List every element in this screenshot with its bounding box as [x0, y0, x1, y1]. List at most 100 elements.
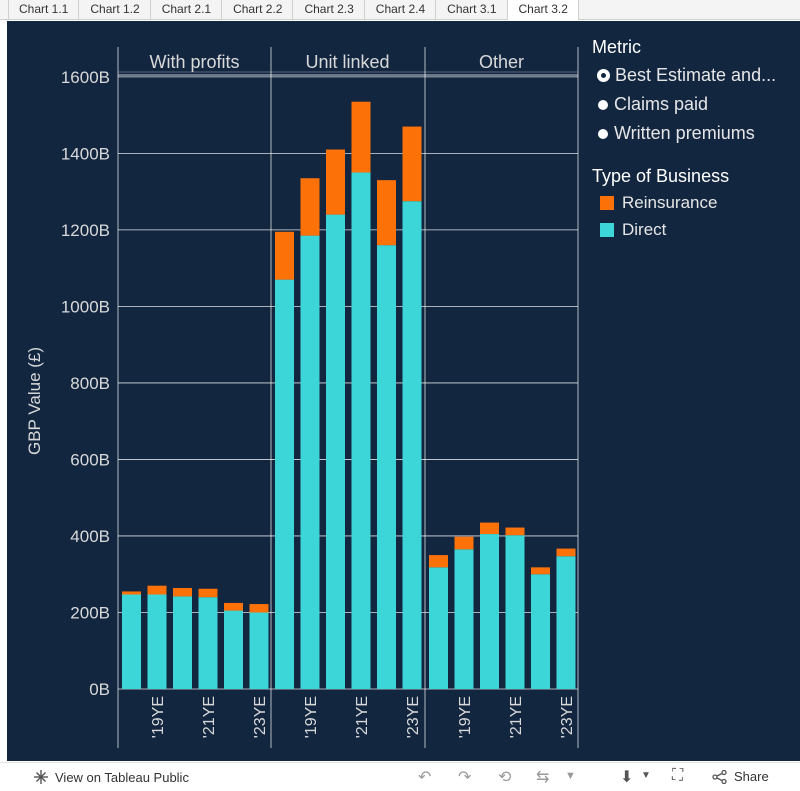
bar-direct[interactable]	[326, 214, 345, 690]
redo-icon[interactable]: ↷	[458, 769, 472, 786]
x-tick-label: '23YE	[405, 696, 422, 738]
metric-option-written-premiums[interactable]: Written premiums	[592, 119, 776, 148]
bar-reinsurance[interactable]	[429, 555, 448, 568]
y-tick-label: 200B	[70, 603, 110, 622]
share-button[interactable]: Share	[712, 769, 769, 784]
tab-chart-1-2[interactable]: Chart 1.2	[79, 0, 151, 19]
panel-header: Unit linked	[305, 52, 389, 72]
metric-option-label: Best Estimate and...	[615, 65, 777, 85]
bar-reinsurance[interactable]	[377, 180, 396, 246]
view-on-tableau-link[interactable]: View on Tableau Public	[33, 769, 189, 785]
legend-item-reinsurance[interactable]: Reinsurance	[592, 189, 729, 216]
y-tick-label: 800B	[70, 374, 110, 393]
metric-option-claims-paid[interactable]: Claims paid	[592, 90, 776, 119]
radio-selected-icon[interactable]	[598, 70, 609, 81]
bar-direct[interactable]	[429, 567, 448, 689]
x-tick-label: '21YE	[508, 696, 525, 738]
type-legend-title: Type of Business	[592, 166, 730, 186]
radio-icon[interactable]	[598, 128, 608, 139]
bar-reinsurance[interactable]	[351, 101, 371, 173]
chevron-down-icon[interactable]: ▼	[641, 770, 651, 781]
view-on-tableau-label: View on Tableau Public	[55, 769, 189, 785]
share-label: Share	[734, 769, 769, 784]
x-tick-label: '21YE	[201, 696, 218, 738]
y-tick-label: 1000B	[61, 297, 110, 316]
reinsurance-swatch	[600, 195, 614, 210]
metric-option-label: Claims paid	[614, 94, 709, 114]
bar-reinsurance[interactable]	[556, 548, 576, 557]
undo-icon[interactable]: ↶	[418, 769, 432, 786]
metric-option-label: Written premiums	[614, 123, 755, 143]
tab-chart-2-1[interactable]: Chart 2.1	[151, 0, 223, 19]
fullscreen-icon[interactable]: ⛶	[672, 767, 684, 784]
bar-reinsurance[interactable]	[326, 149, 345, 215]
bar-reinsurance[interactable]	[480, 522, 499, 535]
bar-direct[interactable]	[377, 245, 396, 689]
tab-chart-1-1[interactable]: Chart 1.1	[8, 0, 80, 19]
footer-toolbar: View on Tableau Public ↶ ↷ ⟲ ⇆ ▼ ⬇ ▼ ⛶ S…	[0, 762, 800, 791]
metric-legend-title: Metric	[592, 37, 641, 57]
y-tick-label: 1600B	[61, 68, 110, 87]
tab-chart-2-2[interactable]: Chart 2.2	[222, 0, 294, 19]
x-tick-label: '19YE	[150, 696, 167, 738]
y-axis-title: GBP Value (£)	[25, 347, 44, 455]
stacked-bar-chart: 0B 200B 400B 600B 800B 1000B 1200B 1400B 1600B GB…	[25, 47, 579, 748]
bar-direct[interactable]	[402, 201, 422, 689]
legend-label: Reinsurance	[622, 192, 718, 212]
x-tick-label: '19YE	[457, 696, 474, 738]
bar-reinsurance[interactable]	[275, 231, 294, 280]
tab-chart-2-4[interactable]: Chart 2.4	[365, 0, 437, 19]
download-icon[interactable]: ⬇	[620, 769, 634, 786]
legend-label: Direct	[622, 219, 667, 239]
x-tick-label: '21YE	[354, 696, 371, 738]
metric-legend: Metric Best Estimate and... Claims paid …	[592, 37, 776, 148]
bar-reinsurance[interactable]	[198, 588, 218, 598]
type-of-business-legend: Type of Business Reinsurance Direct	[592, 166, 729, 243]
bar-direct[interactable]	[531, 574, 550, 689]
bar-reinsurance[interactable]	[249, 604, 269, 613]
bar-direct[interactable]	[275, 279, 294, 689]
bar-reinsurance[interactable]	[454, 536, 474, 550]
bar-direct[interactable]	[454, 549, 474, 689]
bar-reinsurance[interactable]	[173, 587, 192, 597]
revert-icon[interactable]: ⟲	[498, 769, 512, 786]
dashboard: 0B 200B 400B 600B 800B 1000B 1200B 1400B 1600B GB…	[7, 21, 800, 761]
refresh-icon[interactable]: ⇆	[536, 769, 550, 786]
tab-chart-3-2[interactable]: Chart 3.2	[507, 0, 579, 20]
y-tick-label: 1400B	[61, 144, 110, 163]
y-tick-label: 1200B	[61, 221, 110, 240]
bar-reinsurance[interactable]	[122, 591, 141, 595]
bar-direct[interactable]	[505, 535, 525, 689]
y-tick-label: 0B	[89, 680, 110, 699]
x-tick-label: '19YE	[303, 696, 320, 738]
bar-direct[interactable]	[351, 172, 371, 690]
bar-reinsurance[interactable]	[505, 527, 525, 536]
bar-reinsurance[interactable]	[531, 567, 550, 575]
panel-header: Other	[479, 52, 524, 72]
metric-option-best-estimate[interactable]: Best Estimate and...	[592, 61, 776, 90]
bar-direct[interactable]	[198, 597, 218, 689]
bar-direct[interactable]	[480, 534, 499, 689]
y-tick-label: 600B	[70, 450, 110, 469]
chevron-down-icon[interactable]: ▼	[565, 770, 576, 782]
bar-reinsurance[interactable]	[300, 178, 320, 236]
bar-direct[interactable]	[147, 594, 167, 689]
bar-direct[interactable]	[249, 612, 269, 689]
tab-chart-2-3[interactable]: Chart 2.3	[293, 0, 365, 19]
bar-direct[interactable]	[556, 556, 576, 689]
x-tick-label: '23YE	[252, 696, 269, 738]
bar-direct[interactable]	[173, 596, 192, 689]
share-icon	[712, 769, 727, 784]
bar-direct[interactable]	[122, 594, 141, 689]
bar-reinsurance[interactable]	[147, 585, 167, 595]
tab-bar: Chart 1.1 Chart 1.2 Chart 2.1 Chart 2.2 …	[0, 0, 800, 20]
bar-reinsurance[interactable]	[224, 602, 243, 611]
legend-item-direct[interactable]: Direct	[592, 216, 729, 243]
tab-chart-3-1[interactable]: Chart 3.1	[436, 0, 508, 19]
radio-icon[interactable]	[598, 99, 608, 110]
bar-direct[interactable]	[224, 610, 243, 689]
x-tick-label: '23YE	[559, 696, 576, 738]
bar-direct[interactable]	[300, 235, 320, 689]
bar-reinsurance[interactable]	[402, 126, 422, 202]
y-tick-label: 400B	[70, 527, 110, 546]
